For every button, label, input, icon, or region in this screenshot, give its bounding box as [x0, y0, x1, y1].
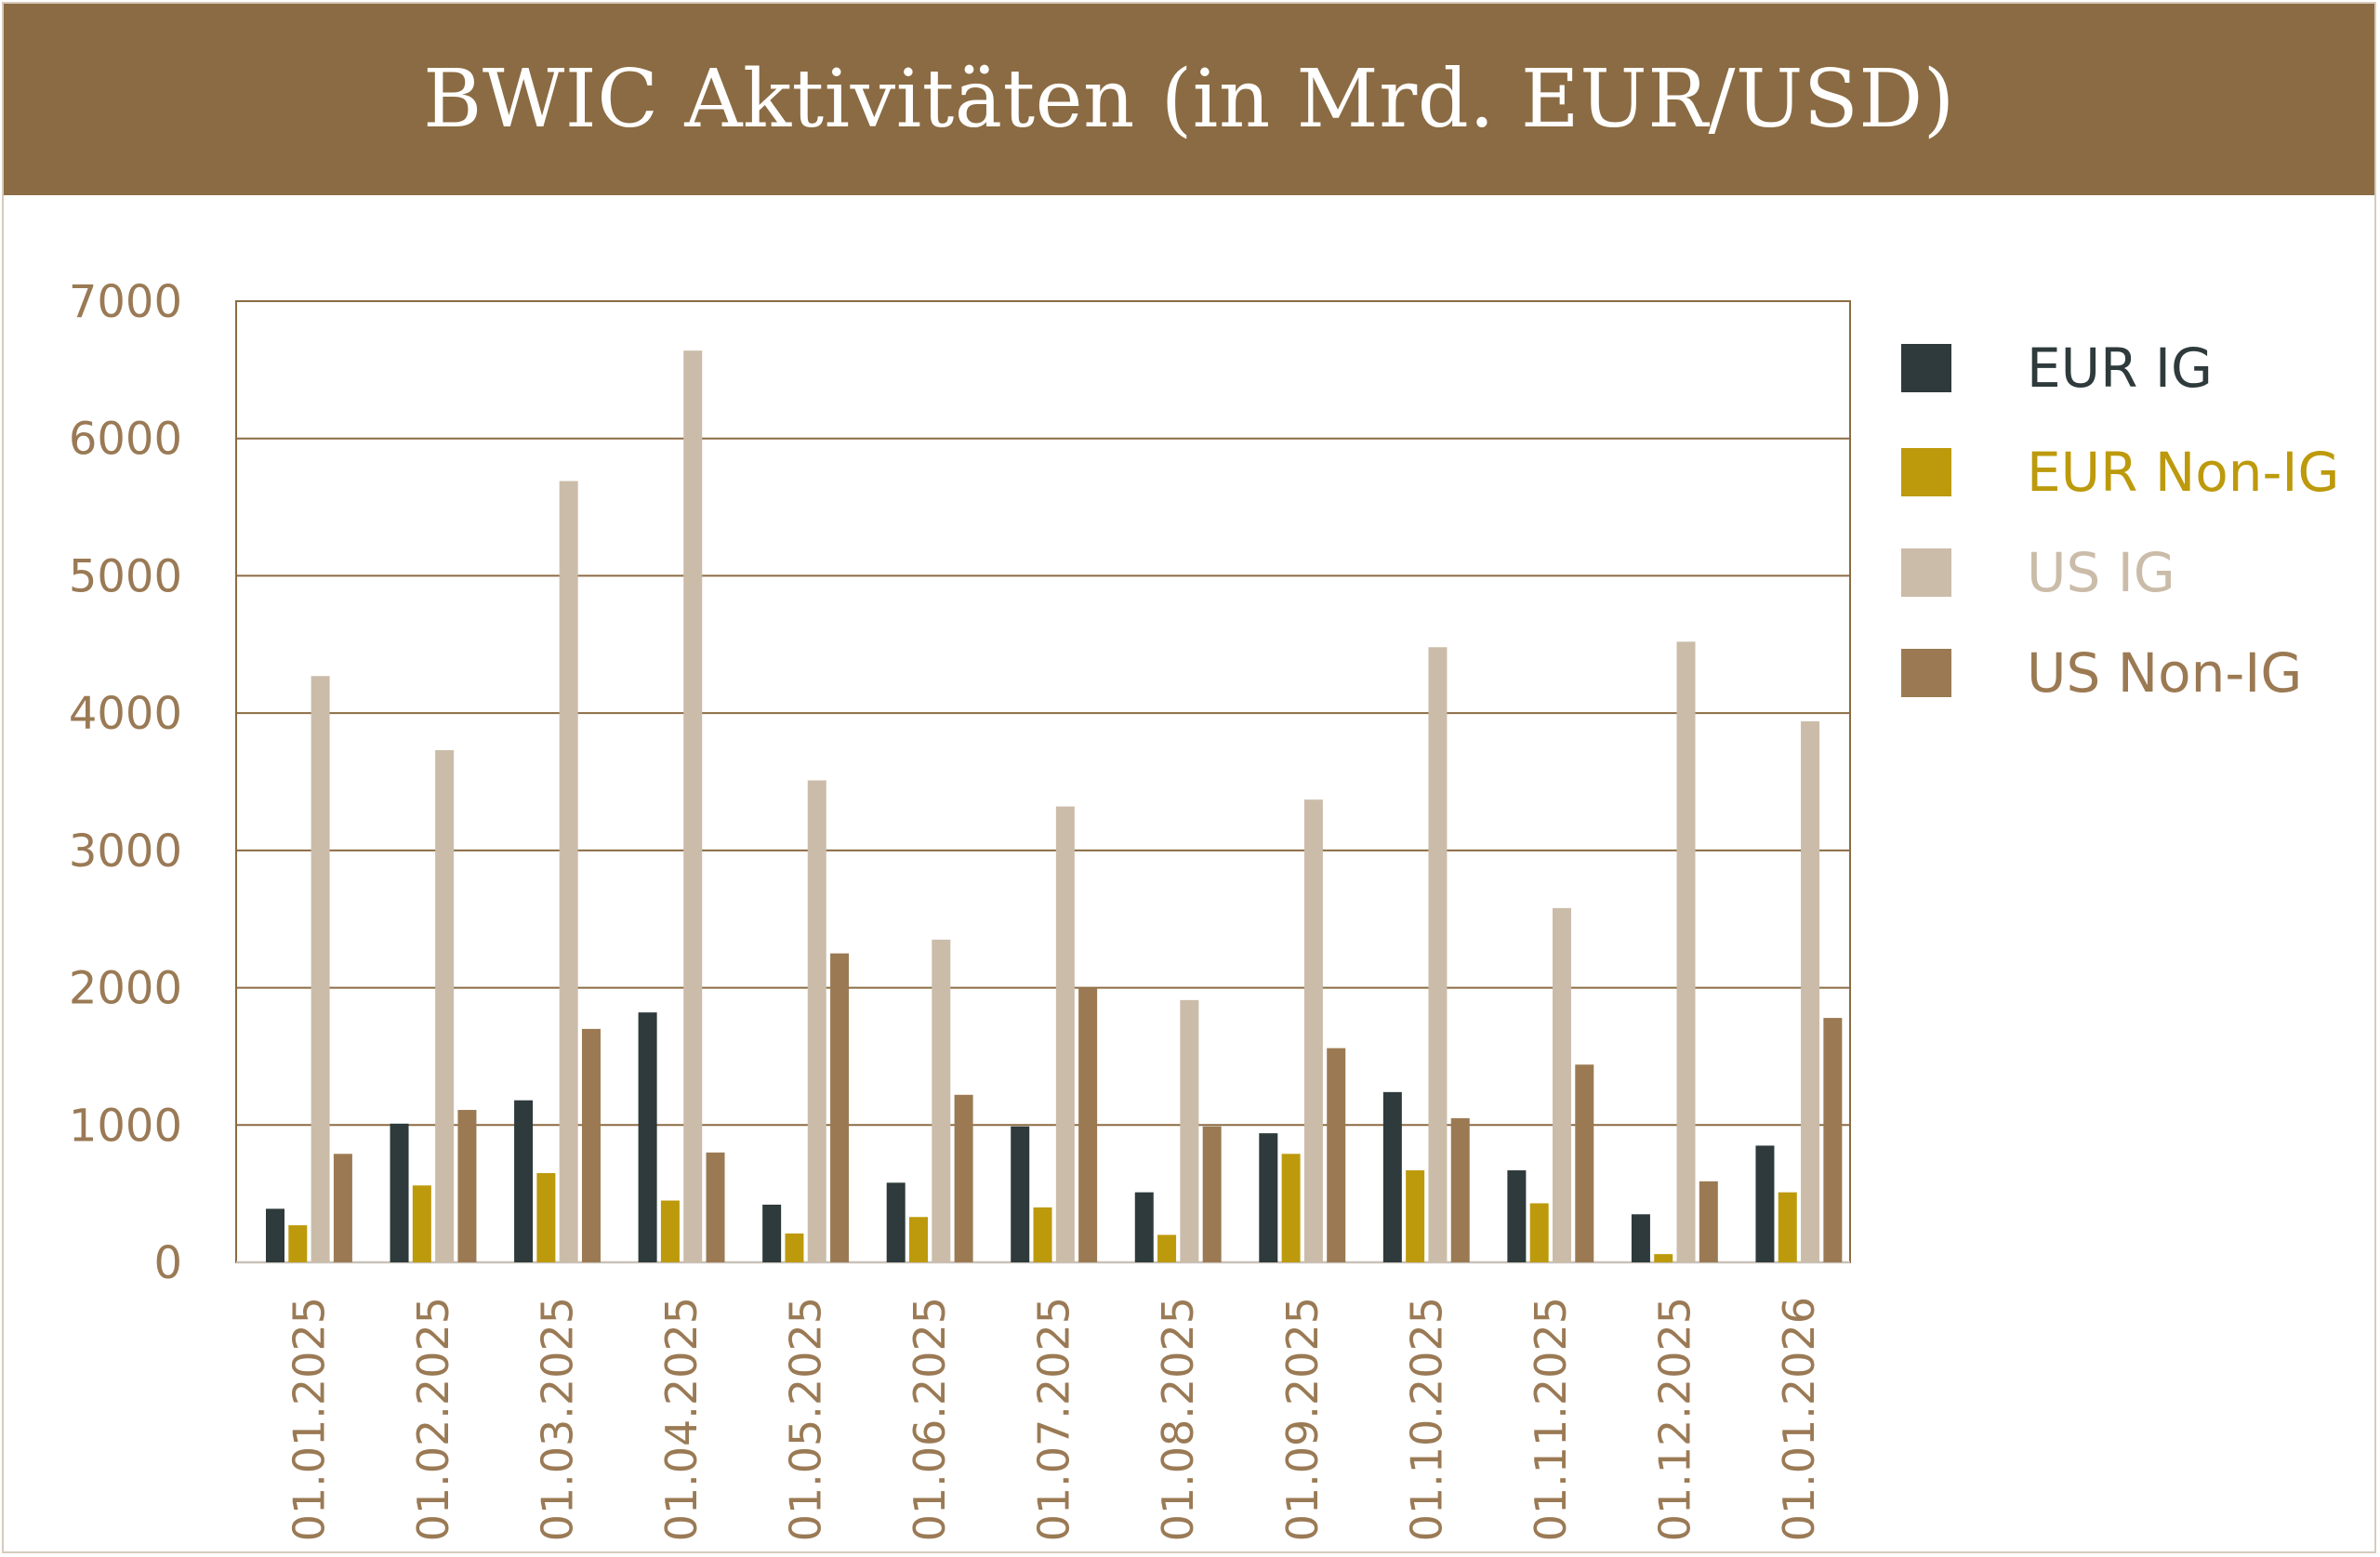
bar-eur-non-ig-2: [412, 1185, 431, 1262]
bar-eur-non-ig-8: [1157, 1234, 1177, 1262]
y-tick-label: 1000: [69, 1100, 182, 1152]
legend-label: EUR IG: [2027, 336, 2213, 400]
bar-eur-ig-6: [886, 1182, 906, 1262]
bar-eur-ig-7: [1011, 1126, 1030, 1262]
bar-eur-ig-10: [1382, 1091, 1402, 1262]
bar-us-ig-5: [807, 780, 826, 1262]
y-tick-label: 7000: [69, 276, 182, 328]
bar-us-non-ig-7: [1078, 987, 1098, 1262]
bar-eur-non-ig-6: [908, 1217, 928, 1262]
bar-us-ig-1: [311, 676, 330, 1262]
bars: [266, 350, 1843, 1263]
bar-eur-non-ig-11: [1529, 1203, 1549, 1262]
plot-area-border: [235, 300, 1851, 1263]
x-tick-label: 01.05.2025: [781, 1297, 831, 1541]
bar-us-ig-2: [435, 750, 455, 1262]
x-tick-label: 01.11.2025: [1526, 1297, 1576, 1541]
bar-eur-non-ig-1: [288, 1225, 308, 1262]
bar-us-non-ig-11: [1575, 1064, 1594, 1262]
x-tick-label: 01.07.2025: [1029, 1297, 1079, 1541]
x-axis-ticks: 01.01.2025 01.02.2025 01.03.2025 01.04.2025…: [284, 1297, 1823, 1541]
bar-us-non-ig-9: [1327, 1048, 1346, 1262]
bar-us-ig-7: [1055, 806, 1075, 1262]
bar-eur-ig-9: [1259, 1133, 1278, 1262]
bar-eur-ig-11: [1507, 1170, 1527, 1262]
x-tick-label: 01.04.2025: [656, 1297, 707, 1541]
x-tick-label: 01.03.2025: [533, 1297, 583, 1541]
bar-us-ig-4: [683, 350, 703, 1263]
x-tick-label: 01.08.2025: [1153, 1297, 1203, 1541]
bar-eur-non-ig-12: [1654, 1254, 1673, 1262]
legend-swatch: [1901, 344, 1951, 392]
bar-us-non-ig-5: [830, 953, 850, 1262]
bar-eur-non-ig-10: [1406, 1170, 1425, 1262]
legend-swatch: [1901, 548, 1951, 597]
bar-us-ig-3: [559, 481, 578, 1262]
chart-title: BWIC Aktivitäten (in Mrd. EUR/USD): [423, 53, 1955, 146]
bar-us-ig-12: [1676, 641, 1696, 1262]
bar-eur-non-ig-7: [1033, 1207, 1052, 1262]
bar-us-non-ig-10: [1450, 1117, 1470, 1262]
x-tick-label: 01.01.2025: [284, 1297, 334, 1541]
gridlines: [235, 300, 1851, 1264]
bar-us-non-ig-13: [1823, 1018, 1843, 1262]
bar-eur-ig-1: [266, 1208, 284, 1262]
bar-us-non-ig-3: [581, 1028, 601, 1262]
y-tick-label: 5000: [69, 550, 182, 602]
legend-label: US IG: [2027, 541, 2175, 604]
bar-eur-ig-12: [1631, 1214, 1650, 1262]
bar-eur-non-ig-9: [1281, 1154, 1301, 1262]
x-tick-label: 01.01.2026: [1774, 1297, 1824, 1541]
bar-eur-non-ig-4: [660, 1200, 680, 1262]
bar-eur-non-ig-5: [785, 1233, 804, 1262]
title-bar: BWIC Aktivitäten (in Mrd. EUR/USD): [4, 4, 2374, 195]
bar-us-non-ig-8: [1202, 1126, 1222, 1262]
bar-eur-non-ig-13: [1778, 1192, 1797, 1262]
legend: EUR IG EUR Non-IG US IG US Non-IG: [1901, 336, 2339, 705]
bar-eur-ig-13: [1755, 1145, 1775, 1262]
y-axis-ticks: 0 1000 2000 3000 4000 5000 6000 7000: [69, 276, 182, 1289]
legend-label: EUR Non-IG: [2027, 441, 2339, 504]
bar-us-non-ig-6: [954, 1094, 973, 1262]
bar-us-ig-6: [932, 939, 951, 1262]
bar-eur-ig-3: [514, 1100, 534, 1262]
bar-eur-ig-8: [1134, 1192, 1154, 1262]
y-tick-label: 0: [153, 1237, 182, 1289]
x-tick-label: 01.12.2025: [1649, 1297, 1699, 1541]
bar-us-ig-8: [1180, 999, 1199, 1262]
y-tick-label: 6000: [69, 414, 182, 466]
y-tick-label: 4000: [69, 688, 182, 740]
x-tick-label: 01.09.2025: [1277, 1297, 1328, 1541]
legend-swatch: [1901, 448, 1951, 496]
x-tick-label: 01.06.2025: [905, 1297, 955, 1541]
bar-eur-ig-5: [762, 1204, 782, 1262]
bar-us-ig-9: [1303, 799, 1323, 1262]
bar-us-ig-13: [1801, 721, 1820, 1262]
x-tick-label: 01.02.2025: [408, 1297, 458, 1541]
bar-us-non-ig-2: [457, 1110, 477, 1262]
y-tick-label: 3000: [69, 825, 182, 877]
bar-us-non-ig-4: [706, 1152, 725, 1262]
bar-us-ig-11: [1552, 907, 1571, 1262]
x-tick-label: 01.10.2025: [1401, 1297, 1451, 1541]
bar-eur-ig-2: [390, 1123, 409, 1262]
bar-eur-ig-4: [638, 1012, 657, 1262]
bar-us-non-ig-1: [333, 1154, 352, 1262]
legend-swatch: [1901, 649, 1951, 697]
bar-us-non-ig-12: [1699, 1181, 1718, 1262]
legend-label: US Non-IG: [2027, 641, 2302, 705]
bar-us-ig-10: [1428, 647, 1448, 1262]
bar-eur-non-ig-3: [536, 1172, 556, 1262]
y-tick-label: 2000: [69, 963, 182, 1015]
